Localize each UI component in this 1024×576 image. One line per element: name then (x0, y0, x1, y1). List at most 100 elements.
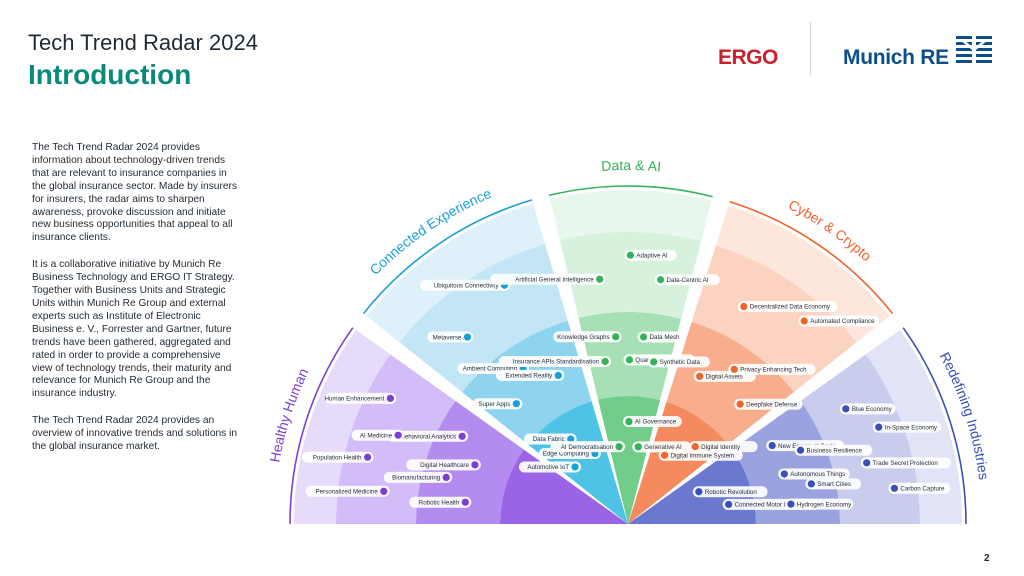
trend-label: Robotic Revolution (705, 489, 757, 496)
trend-dot (639, 333, 648, 341)
radar-arc-healthy-human (289, 327, 354, 525)
trend-pill[interactable]: AI Medicine (351, 429, 405, 441)
trend-dot (386, 394, 394, 402)
trend-pill[interactable]: Autonomous Things (778, 468, 850, 480)
trend-pill[interactable]: Insurance APIs Standardisation (498, 355, 612, 367)
trend-pill-bg (490, 273, 606, 285)
trend-dot (650, 358, 658, 366)
trend-pill[interactable]: Blue Economy (839, 403, 896, 415)
trend-dot (695, 488, 703, 496)
trend-pill[interactable]: Extended Reality (495, 369, 565, 381)
page-number: 2 (984, 553, 990, 564)
trend-pill[interactable]: Human Enhancement (324, 392, 397, 404)
trend-dot (890, 484, 899, 492)
trend-pill[interactable]: Automotive IoT (518, 461, 582, 473)
trend-pill-bg (472, 398, 523, 410)
radar-outer-band-connected-experience (366, 203, 546, 343)
trend-pill[interactable]: Behavioral Analytics (387, 430, 469, 442)
trend-pill[interactable]: Carbon Capture (888, 482, 951, 494)
trend-label: Population Health (313, 454, 362, 461)
trend-pill-bg (778, 468, 850, 480)
trend-pill-bg (888, 482, 951, 494)
logo-divider (810, 22, 811, 76)
trend-pill[interactable]: Hydrogen Economy (784, 498, 854, 510)
trend-dot (656, 276, 665, 284)
radar-band-data-ai-1 (598, 396, 661, 524)
trend-pill[interactable]: Trade Secret Protection (860, 457, 952, 469)
trend-dot (800, 317, 808, 325)
trend-label: AI Governance (635, 419, 677, 426)
trend-label: Knowledge Graphs (557, 334, 610, 341)
trend-pill[interactable]: Data-Centric AI (654, 274, 720, 286)
munich-re-logo: Munich RE (843, 46, 949, 69)
trend-dot (863, 459, 871, 467)
trend-pill-bg (860, 457, 952, 469)
trend-pill[interactable]: Synthetic Data (647, 356, 710, 368)
trend-pill[interactable]: Population Health (302, 451, 374, 463)
trend-label: Connected Motor Insurance (735, 502, 812, 509)
trend-pill[interactable]: AI Governance (622, 416, 682, 428)
trend-dot (626, 251, 634, 259)
trend-pill[interactable]: Digital Identity (689, 441, 758, 453)
trend-pill[interactable]: Personalized Medicine (305, 485, 390, 497)
trend-pill[interactable]: Privacy-Enhancing Tech (728, 363, 816, 375)
trend-dot (463, 333, 472, 341)
munich-re-mark-icon (956, 34, 992, 66)
trend-label: Adaptive AI (636, 252, 668, 259)
trend-pill[interactable]: Super Apps (472, 398, 523, 410)
trend-pill-bg (420, 279, 511, 291)
trend-pill[interactable]: Decentralized Data Economy (737, 301, 838, 313)
trend-pill[interactable]: Digital Immune System (658, 449, 743, 461)
trend-dot (380, 487, 388, 495)
trend-pill[interactable]: Smart Cities (805, 478, 862, 490)
trend-dot (740, 302, 748, 311)
trend-label: Edge Computing (543, 451, 590, 458)
segment-label-data-ai: Data & AI (601, 157, 662, 175)
trend-label: Synthetic Data (660, 359, 701, 366)
radar-trends: Robotic Health Biomanufacturing Digital He… (302, 249, 952, 510)
trend-pill[interactable]: Generative AI (632, 441, 692, 453)
trend-pill-bg (632, 441, 692, 453)
trend-pill[interactable]: Data Mesh (637, 331, 684, 343)
trend-pill[interactable]: Knowledge Graphs (553, 331, 622, 343)
trend-pill[interactable]: Digital Healthcare (406, 459, 481, 471)
trend-label: Decentralized Data Economy (750, 304, 831, 311)
trend-pill[interactable]: Automated Compliance (798, 315, 880, 327)
trend-dot (601, 357, 609, 366)
intro-paragraph: It is a collaborative initiative by Muni… (32, 259, 235, 400)
trend-pill[interactable]: Metaverse (427, 331, 474, 343)
trend-label: Digital Assets (706, 374, 743, 381)
radar-band-cyber-crypto-3 (691, 245, 857, 393)
trend-pill[interactable]: Deepfake Defense (734, 398, 803, 410)
trend-pill[interactable]: Adaptive AI (624, 249, 677, 261)
trend-dot (696, 372, 704, 380)
trend-dot (364, 453, 372, 461)
trend-pill-bg (518, 461, 582, 473)
trend-pill[interactable]: Artificial General Intelligence (490, 273, 606, 285)
trend-label: AI Democratisation (561, 444, 614, 451)
trend-label: Digital Healthcare (420, 462, 469, 469)
radar-arc-connected-experience (362, 199, 533, 315)
intro-paragraph: The Tech Trend Radar 2024 provides infor… (32, 142, 237, 244)
trend-label: Data Mesh (650, 334, 680, 341)
trend-pill[interactable]: Robotic Revolution (692, 486, 768, 498)
trend-pill-bg (647, 356, 710, 368)
trend-label: Data Fabric (533, 436, 565, 443)
trend-pill[interactable]: In-Space Economy (872, 421, 942, 433)
trend-pill[interactable]: AI Democratisation (550, 441, 626, 453)
trend-label: Data-Centric AI (667, 277, 709, 284)
trend-pill-bg (798, 315, 880, 327)
trend-dot (442, 473, 450, 482)
trend-pill-bg (805, 478, 862, 490)
trend-dot (842, 405, 850, 413)
page-subtitle: Introduction (28, 59, 192, 90)
trend-pill-bg (495, 369, 565, 381)
trend-pill-bg (728, 363, 816, 375)
radar-outer-band-data-ai (550, 189, 712, 242)
trend-pill[interactable]: Biomanufacturing (383, 471, 453, 483)
trend-pill[interactable]: Robotic Health (409, 496, 472, 508)
radar-arc-cyber-crypto (729, 200, 894, 315)
trend-pill[interactable]: Business Resilience (794, 444, 873, 456)
trend-pill-bg (324, 392, 397, 404)
